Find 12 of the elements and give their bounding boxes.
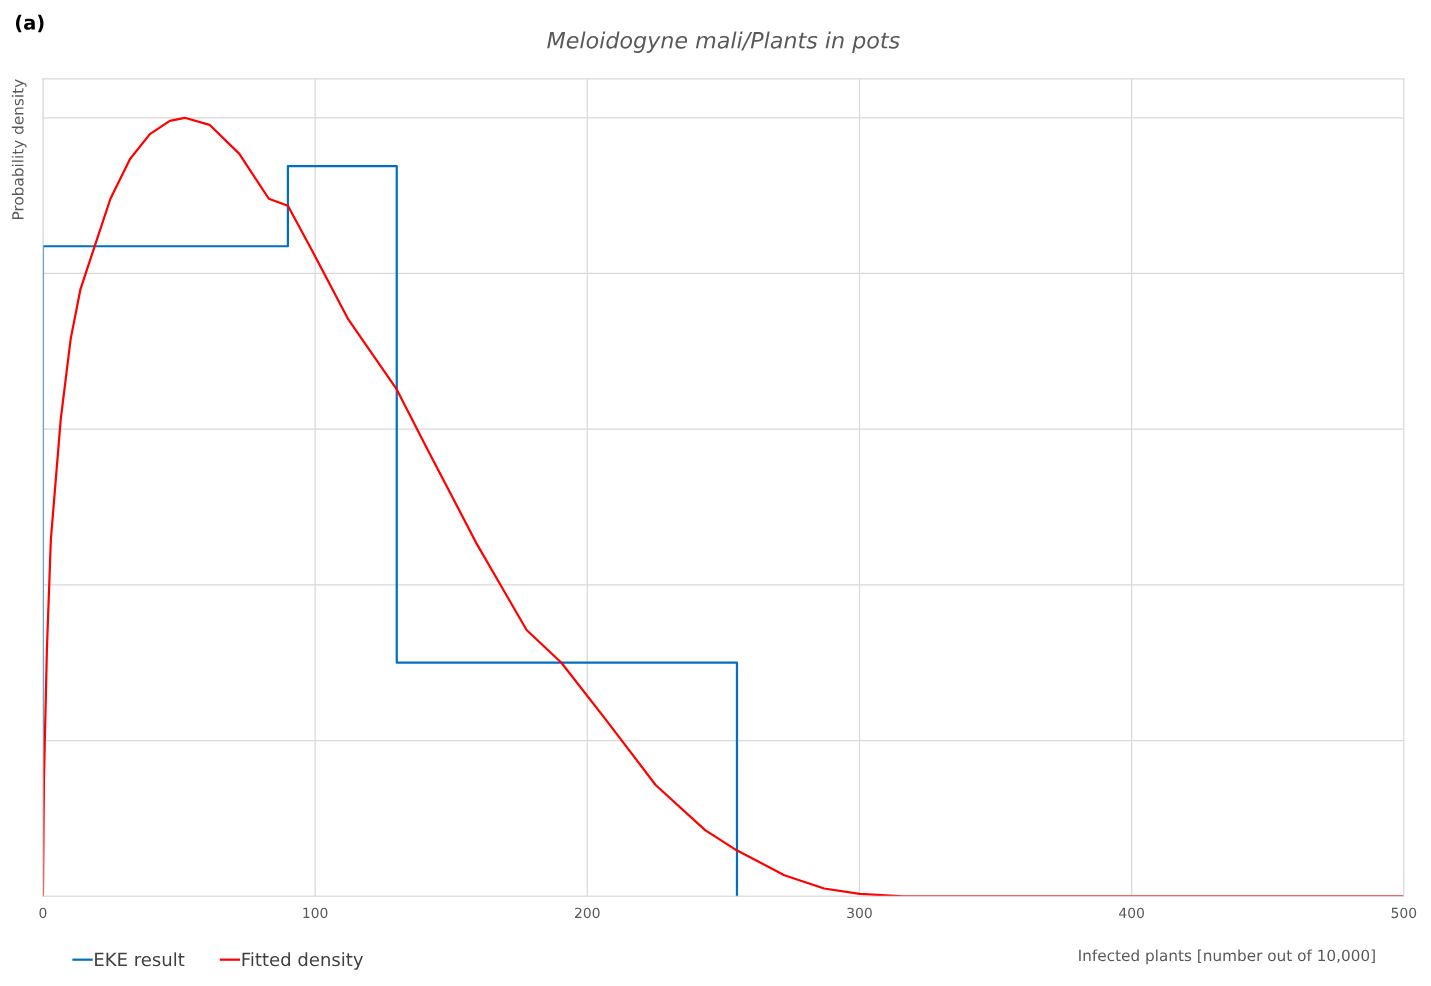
y-axis-title: Probability density	[11, 79, 27, 220]
x-tick-label: 400	[1119, 907, 1144, 919]
x-tick-label: 100	[303, 907, 328, 919]
x-tick-label: 500	[1391, 907, 1417, 919]
x-axis-title: Infected plants [number out of 10,000]	[1079, 949, 1375, 965]
legend-label: Fitted density	[242, 952, 364, 970]
x-tick-label: 300	[847, 907, 872, 919]
chart-title: Meloidogyne mali/Plants in pots	[547, 31, 900, 53]
x-tick-label: 0	[39, 907, 47, 919]
legend-label: EKE result	[95, 952, 185, 967]
x-tick-label: 200	[575, 907, 600, 919]
text: (a)	[15, 14, 44, 33]
